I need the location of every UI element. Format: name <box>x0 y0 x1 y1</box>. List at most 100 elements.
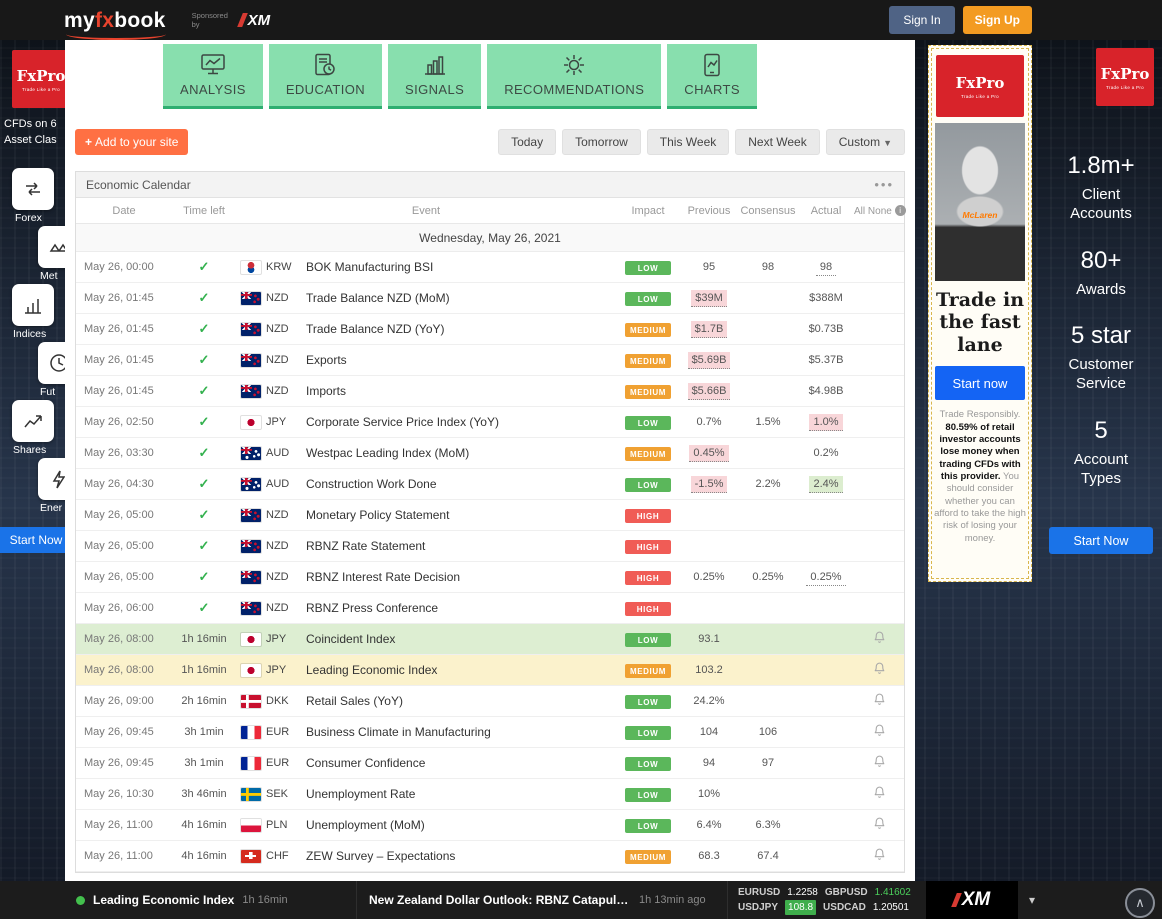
previous-value[interactable]: $1.7B <box>690 320 728 338</box>
filter-today[interactable]: Today <box>498 129 557 155</box>
event-currency: PLN <box>266 819 288 831</box>
col-previous: Previous <box>687 204 731 217</box>
calendar-row[interactable]: May 26, 01:45 ✓ NZD Trade Balance NZD (YoY)… <box>76 314 904 345</box>
calendar-row[interactable]: May 26, 05:00 ✓ NZD Monetary Policy Stateme… <box>76 500 904 531</box>
calendar-row[interactable]: May 26, 04:30 ✓ AUD Construction Work Done L… <box>76 469 904 500</box>
event-name[interactable]: Business Climate in Manufacturing <box>306 725 491 739</box>
tab-recommendations[interactable]: RECOMMENDATIONS <box>487 44 662 109</box>
actual-value[interactable]: 0.25% <box>806 569 846 586</box>
calendar-row[interactable]: May 26, 05:00 ✓ NZD RBNZ Interest Rate Deci… <box>76 562 904 593</box>
alert-cell[interactable] <box>854 661 904 680</box>
actual-value[interactable]: 2.4% <box>809 475 843 493</box>
alert-cell[interactable] <box>854 754 904 773</box>
tab-charts[interactable]: CHARTS <box>667 44 757 109</box>
start-now-button[interactable]: Start now <box>935 366 1025 401</box>
calendar-row[interactable]: May 26, 02:50 ✓ JPY Corporate Service Price… <box>76 407 904 438</box>
alert-cell[interactable] <box>854 723 904 742</box>
alert-cell[interactable] <box>854 847 904 866</box>
event-name[interactable]: RBNZ Interest Rate Decision <box>306 570 461 584</box>
add-to-site-button[interactable]: + Add to your site <box>75 129 189 155</box>
alert-cell[interactable] <box>854 630 904 649</box>
calendar-row[interactable]: May 26, 08:00 1h 16min JPY Leading Economic… <box>76 655 904 686</box>
ticker-symbol-gbpusd[interactable]: GBPUSD <box>824 887 868 898</box>
event-name[interactable]: Imports <box>306 384 347 398</box>
filter-next-week[interactable]: Next Week <box>735 129 820 155</box>
forex-tile[interactable] <box>12 168 54 210</box>
calendar-row[interactable]: May 26, 01:45 ✓ NZD Exports MEDIUM $5.69B $5.3… <box>76 345 904 376</box>
calendar-row[interactable]: May 26, 05:00 ✓ NZD RBNZ Rate Statement HIGH <box>76 531 904 562</box>
calendar-row[interactable]: May 26, 00:00 ✓ KRW BOK Manufacturing BSI LO… <box>76 252 904 283</box>
ticker-symbol-usdjpy[interactable]: USDJPY <box>738 902 779 913</box>
footer-xm-ad[interactable]: XM <box>926 881 1018 919</box>
shares-tile[interactable] <box>12 400 54 442</box>
xm-logo[interactable]: XM <box>236 12 270 29</box>
alert-cell[interactable] <box>854 692 904 711</box>
previous-value[interactable]: $5.66B <box>687 382 731 400</box>
tab-signals[interactable]: SIGNALS <box>388 44 482 109</box>
event-name[interactable]: RBNZ Rate Statement <box>306 539 426 553</box>
event-name[interactable]: BOK Manufacturing BSI <box>306 260 434 274</box>
ticker-symbol-usdcad[interactable]: USDCAD <box>823 902 866 913</box>
calendar-row[interactable]: May 26, 09:00 2h 16min DKK Retail Sales (Yo… <box>76 686 904 717</box>
filter-tomorrow[interactable]: Tomorrow <box>562 129 641 155</box>
filter-custom[interactable]: Custom ▼ <box>825 129 905 155</box>
live-event-status[interactable]: Leading Economic Index 1h 16min <box>0 881 356 919</box>
fxpro-center-ad[interactable]: FxPro Trade Like a Pro McLaren Trade in … <box>928 45 1032 582</box>
filter-this-week[interactable]: This Week <box>646 129 730 155</box>
select-all-link[interactable]: All <box>854 205 866 217</box>
event-name[interactable]: Leading Economic Index <box>306 663 438 677</box>
previous-value[interactable]: $5.69B <box>687 351 731 369</box>
tab-education[interactable]: EDUCATION <box>268 44 383 109</box>
calendar-row[interactable]: May 26, 03:30 ✓ AUD Westpac Leading Index (… <box>76 438 904 469</box>
previous-value[interactable]: 0.45% <box>689 444 729 462</box>
right-rail-start-now-button[interactable]: Start Now <box>1049 527 1153 554</box>
ticker-symbol-eurusd[interactable]: EURUSD <box>738 887 781 898</box>
calendar-row[interactable]: May 26, 08:00 1h 16min JPY Coincident Index… <box>76 624 904 655</box>
previous-value[interactable]: -1.5% <box>690 475 728 493</box>
sign-up-button[interactable]: Sign Up <box>962 6 1032 34</box>
info-icon[interactable]: i <box>894 204 906 216</box>
footer-collapse-chevron-icon[interactable]: ▾ <box>1028 893 1036 907</box>
indices-tile[interactable] <box>12 284 54 326</box>
calendar-row[interactable]: May 26, 09:45 3h 1min EUR Consumer Confiden… <box>76 748 904 779</box>
myfxbook-logo[interactable]: myfxbook <box>64 10 166 40</box>
event-name[interactable]: ZEW Survey – Expectations <box>306 849 456 863</box>
event-name[interactable]: Trade Balance NZD (MoM) <box>306 291 450 305</box>
alert-cell[interactable] <box>854 785 904 804</box>
actual-value[interactable]: 98 <box>815 259 837 276</box>
fxpro-logo[interactable]: FxPro Trade Like a Pro <box>12 50 70 108</box>
event-name[interactable]: Retail Sales (YoY) <box>306 694 403 708</box>
event-name[interactable]: Exports <box>306 353 347 367</box>
right-ad-rail[interactable]: FxPro Trade Like a Pro 1.8m+ Client Acco… <box>1040 40 1162 881</box>
event-name[interactable]: Monetary Policy Statement <box>306 508 450 522</box>
event-name[interactable]: Construction Work Done <box>306 477 437 491</box>
left-rail-start-now-button[interactable]: Start Now <box>0 527 72 553</box>
footer-news-item[interactable]: New Zealand Dollar Outlook: RBNZ Catapul… <box>356 881 728 919</box>
previous-value[interactable]: $39M <box>691 289 727 307</box>
select-none-link[interactable]: None <box>867 205 892 217</box>
scroll-to-top-button[interactable]: ∧ <box>1125 888 1155 918</box>
calendar-row[interactable]: May 26, 11:00 4h 16min PLN Unemployment (Mo… <box>76 810 904 841</box>
event-name[interactable]: Coincident Index <box>306 632 396 646</box>
event-name[interactable]: RBNZ Press Conference <box>306 601 439 615</box>
event-name[interactable]: Westpac Leading Index (MoM) <box>306 446 470 460</box>
event-name[interactable]: Consumer Confidence <box>306 756 426 770</box>
calendar-row[interactable]: May 26, 11:00 4h 16min CHF ZEW Survey – Exp… <box>76 841 904 872</box>
event-name[interactable]: Trade Balance NZD (YoY) <box>306 322 445 336</box>
tab-analysis[interactable]: ANALYSIS <box>163 44 263 109</box>
sign-in-button[interactable]: Sign In <box>889 6 955 34</box>
alert-cell[interactable] <box>854 816 904 835</box>
event-name[interactable]: Corporate Service Price Index (YoY) <box>306 415 499 429</box>
left-ad-rail[interactable]: FxPro Trade Like a Pro CFDs on 6 Asset C… <box>0 40 80 881</box>
event-name[interactable]: Unemployment (MoM) <box>306 818 425 832</box>
event-name[interactable]: Unemployment Rate <box>306 787 416 801</box>
calendar-row[interactable]: May 26, 01:45 ✓ NZD Imports MEDIUM $5.66B $4.9… <box>76 376 904 407</box>
calendar-row[interactable]: May 26, 01:45 ✓ NZD Trade Balance NZD (MoM)… <box>76 283 904 314</box>
calendar-row[interactable]: May 26, 10:30 3h 46min SEK Unemployment Rat… <box>76 779 904 810</box>
jp-flag-icon <box>241 632 261 646</box>
fxpro-logo[interactable]: FxPro Trade Like a Pro <box>1096 48 1154 106</box>
calendar-row[interactable]: May 26, 09:45 3h 1min EUR Business Climate … <box>76 717 904 748</box>
calendar-row[interactable]: May 26, 06:00 ✓ NZD RBNZ Press Conference HI… <box>76 593 904 624</box>
calendar-menu-icon[interactable]: ••• <box>874 176 894 192</box>
actual-value[interactable]: 1.0% <box>809 413 843 431</box>
